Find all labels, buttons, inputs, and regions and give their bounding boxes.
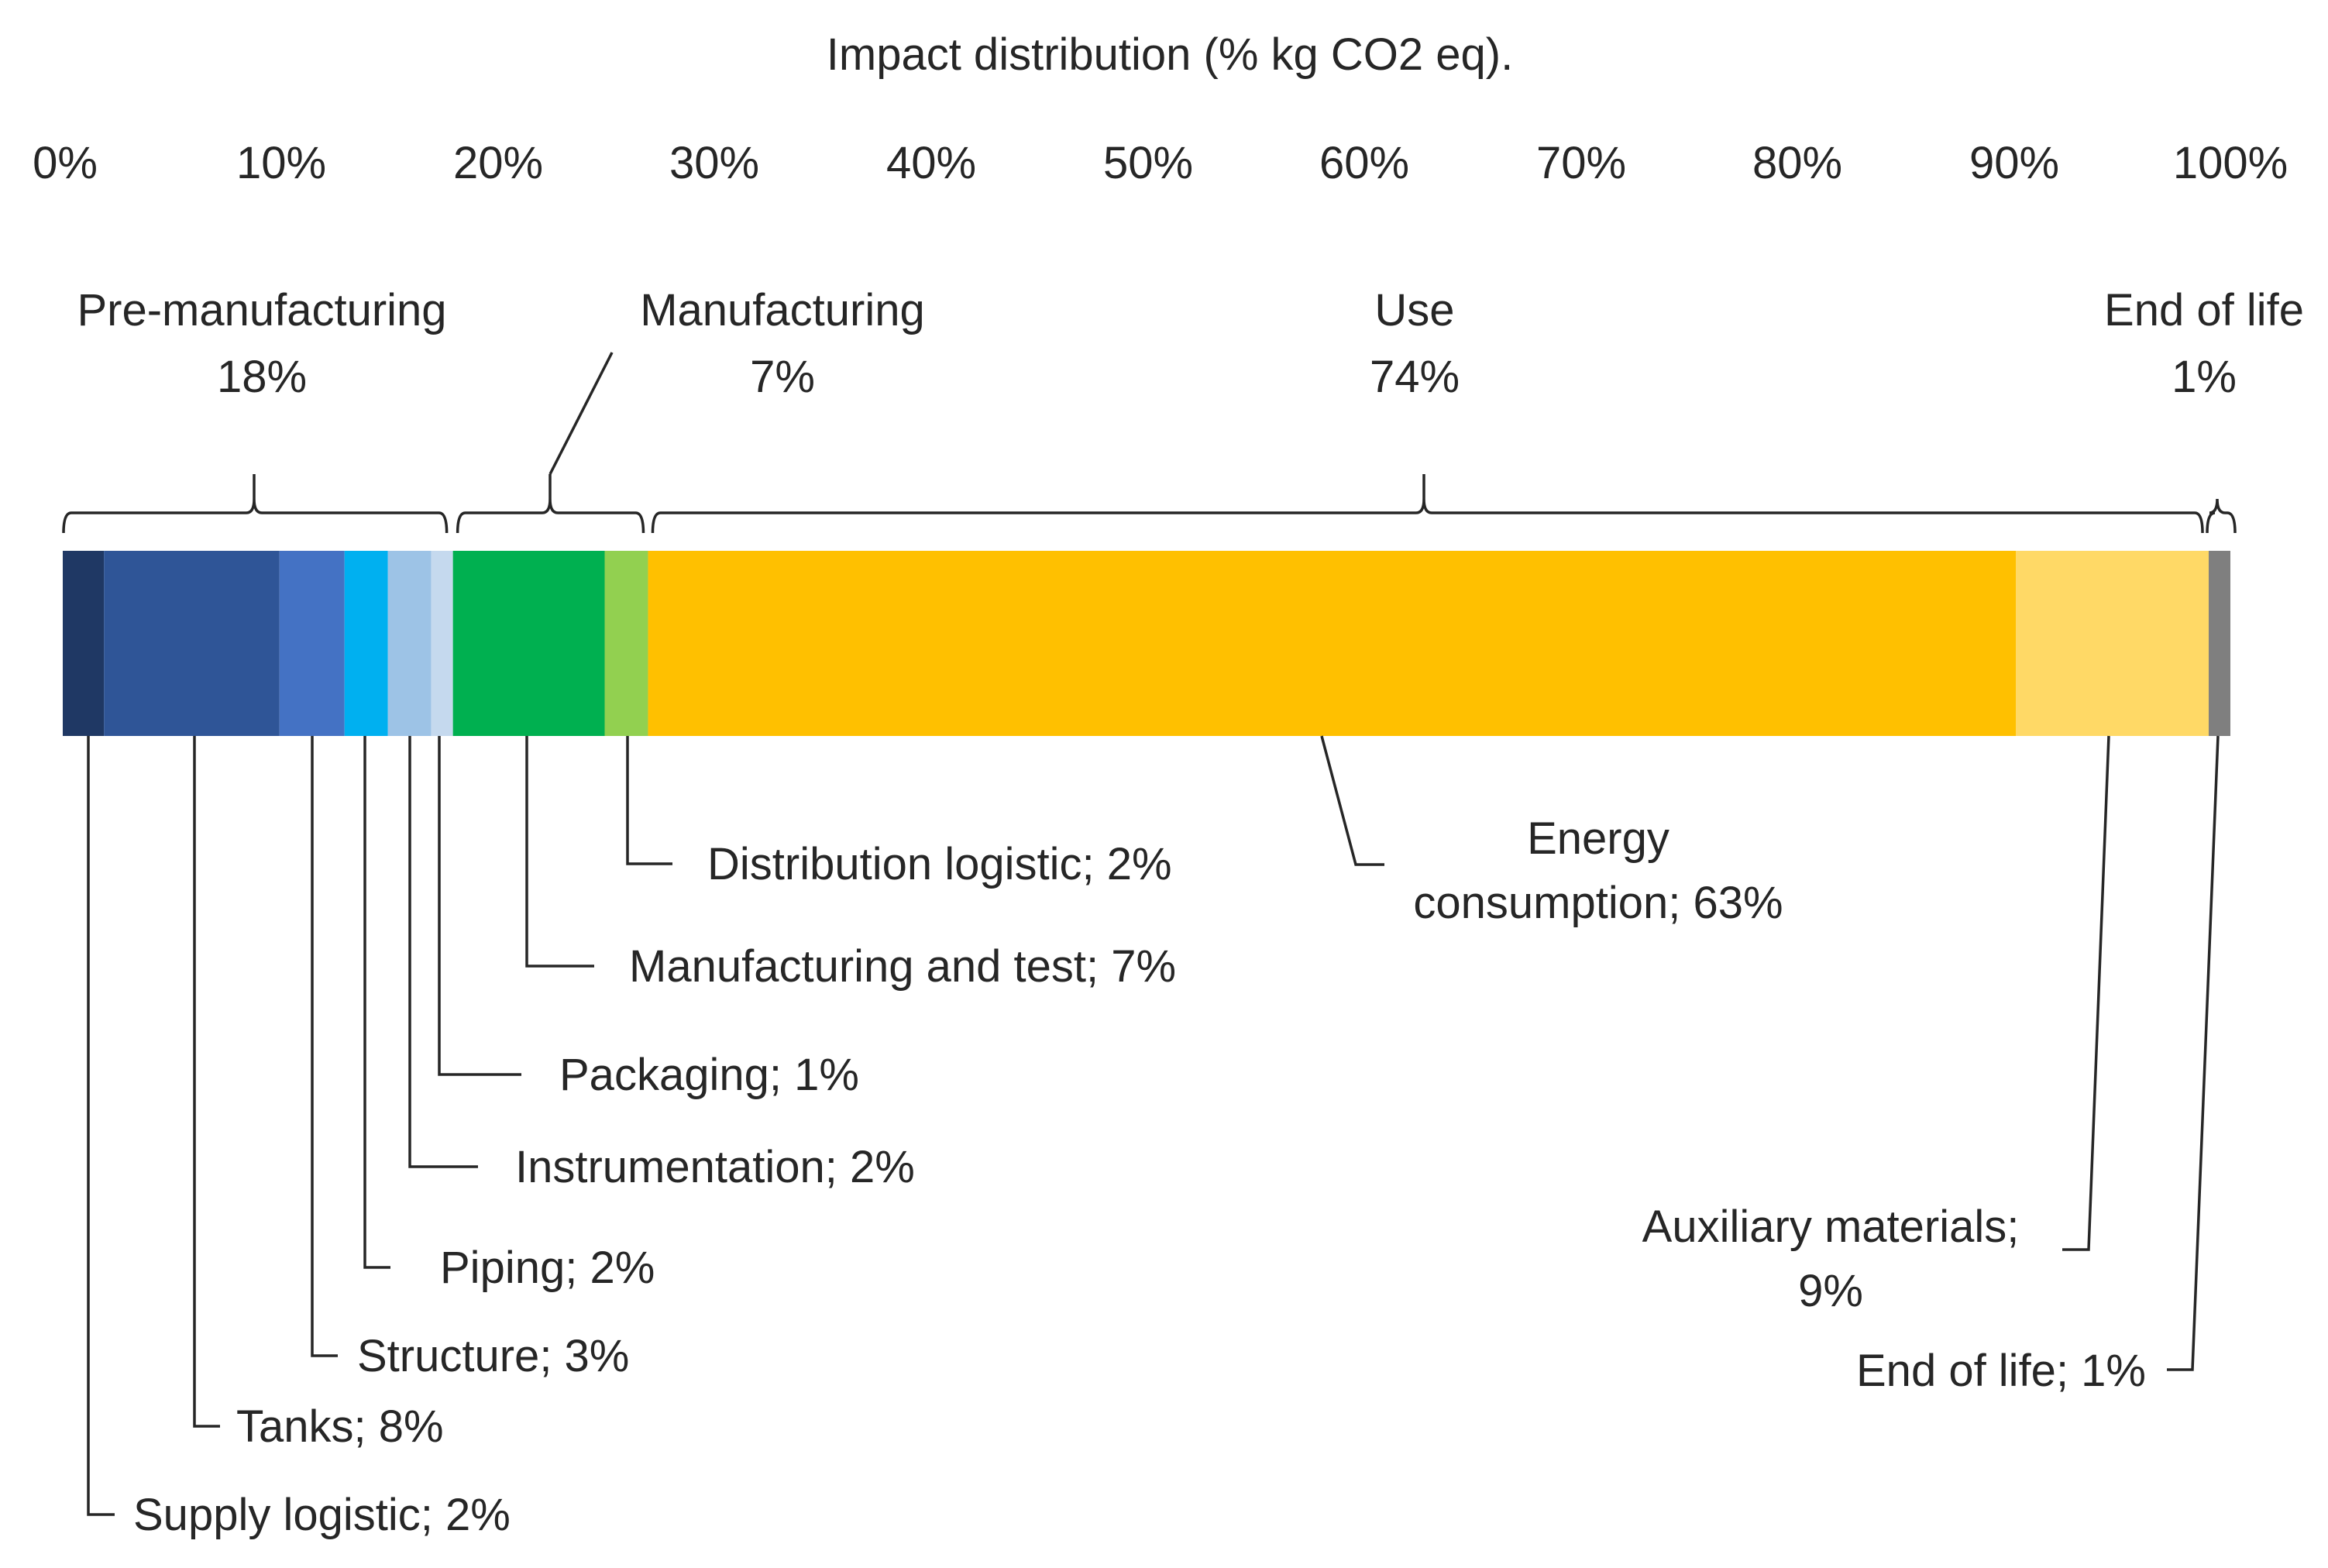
stacked-bar [63, 551, 2230, 736]
manufacturing-connector-line [548, 352, 614, 475]
segment-label-distribution-logistic: Distribution logistic; 2% [707, 839, 1172, 889]
phase-brace-use [651, 498, 2204, 534]
x-tick-label: 10% [236, 138, 326, 188]
leader-line-instrumentation [408, 736, 478, 1168]
x-tick-label: 80% [1752, 138, 1842, 188]
bar-segment-instrumentation [387, 551, 432, 736]
bar-segment-piping [344, 551, 388, 736]
segment-label-supply-logistic: Supply logistic; 2% [133, 1490, 511, 1540]
segment-label-instrumentation: Instrumentation; 2% [515, 1142, 915, 1192]
x-tick-label: 70% [1536, 138, 1626, 188]
bar-segment-supply-logistic [63, 551, 105, 736]
leader-line-structure [311, 736, 338, 1357]
phase-name-manufacturing: Manufacturing [640, 285, 925, 335]
phase-value-manufacturing: 7% [750, 352, 815, 402]
bar-segment-tanks [104, 551, 280, 736]
chart-title: Impact distribution (% kg CO2 eq). [827, 29, 1513, 80]
axis-ticks: 0% 10% 20% 30% 40% 50% 60% 70% 80% 90% 100% [33, 138, 2288, 188]
phase-name-pre-manufacturing: Pre-manufacturing [77, 285, 446, 335]
bar-segment-auxiliary-materials [2015, 551, 2209, 736]
x-tick-label: 30% [669, 138, 759, 188]
segment-label-structure: Structure; 3% [357, 1331, 629, 1381]
leader-line-auxiliary-materials [2062, 735, 2110, 1251]
bar-segment-distribution-logistic [604, 551, 648, 736]
segment-label-energy-consumption-line2: consumption; 63% [1413, 878, 1783, 928]
x-tick-label: 20% [453, 138, 543, 188]
leader-lines [87, 735, 2220, 1516]
segment-label-piping: Piping; 2% [440, 1243, 655, 1293]
phase-value-end-of-life: 1% [2172, 352, 2237, 402]
bar-segment-structure [279, 551, 345, 736]
leader-line-energy-consumption [1320, 735, 1384, 866]
phase-value-use: 74% [1370, 352, 1460, 402]
segment-label-auxiliary-materials-line2: 9% [1798, 1266, 1863, 1316]
bar-segment-packaging [431, 551, 453, 736]
leader-line-piping [363, 736, 390, 1269]
x-tick-label: 100% [2173, 138, 2288, 188]
segment-label-energy-consumption-line1: Energy [1527, 813, 1669, 864]
x-tick-label: 50% [1103, 138, 1193, 188]
x-tick-label: 40% [886, 138, 976, 188]
phase-brace-manufacturing [456, 498, 645, 534]
phase-value-pre-manufacturing: 18% [217, 352, 307, 402]
bar-segment-manufacturing-and-test [452, 551, 605, 736]
bar-segment-end-of-life [2209, 551, 2230, 736]
x-tick-label: 60% [1319, 138, 1409, 188]
phase-name-use: Use [1374, 285, 1454, 335]
segment-labels: Supply logistic; 2% Tanks; 8% Structure; 3… [133, 813, 2146, 1540]
leader-line-end-of-life [2167, 735, 2220, 1371]
x-tick-label: 0% [33, 138, 98, 188]
leader-line-tanks [193, 736, 220, 1428]
segment-label-manufacturing-and-test: Manufacturing and test; 7% [629, 941, 1176, 992]
phase-name-end-of-life: End of life [2104, 285, 2304, 335]
leader-line-manufacturing-and-test [525, 736, 594, 968]
bar-segment-energy-consumption [648, 551, 2016, 736]
segment-label-packaging: Packaging; 1% [559, 1050, 859, 1100]
leader-line-supply-logistic [87, 736, 115, 1516]
x-tick-label: 90% [1969, 138, 2059, 188]
phase-brace-pre-manufacturing [62, 498, 449, 534]
leader-line-distribution-logistic [626, 736, 672, 865]
segment-label-tanks: Tanks; 8% [236, 1401, 444, 1452]
phase-brace-end-of-life [2206, 498, 2237, 534]
segment-label-end-of-life: End of life; 1% [1856, 1346, 2146, 1396]
segment-label-auxiliary-materials-line1: Auxiliary materials; [1642, 1202, 2020, 1252]
phase-labels: Pre-manufacturing 18% Manufacturing 7% Use 74… [77, 285, 2304, 402]
leader-line-packaging [438, 736, 521, 1076]
phase-braces [62, 352, 2237, 534]
